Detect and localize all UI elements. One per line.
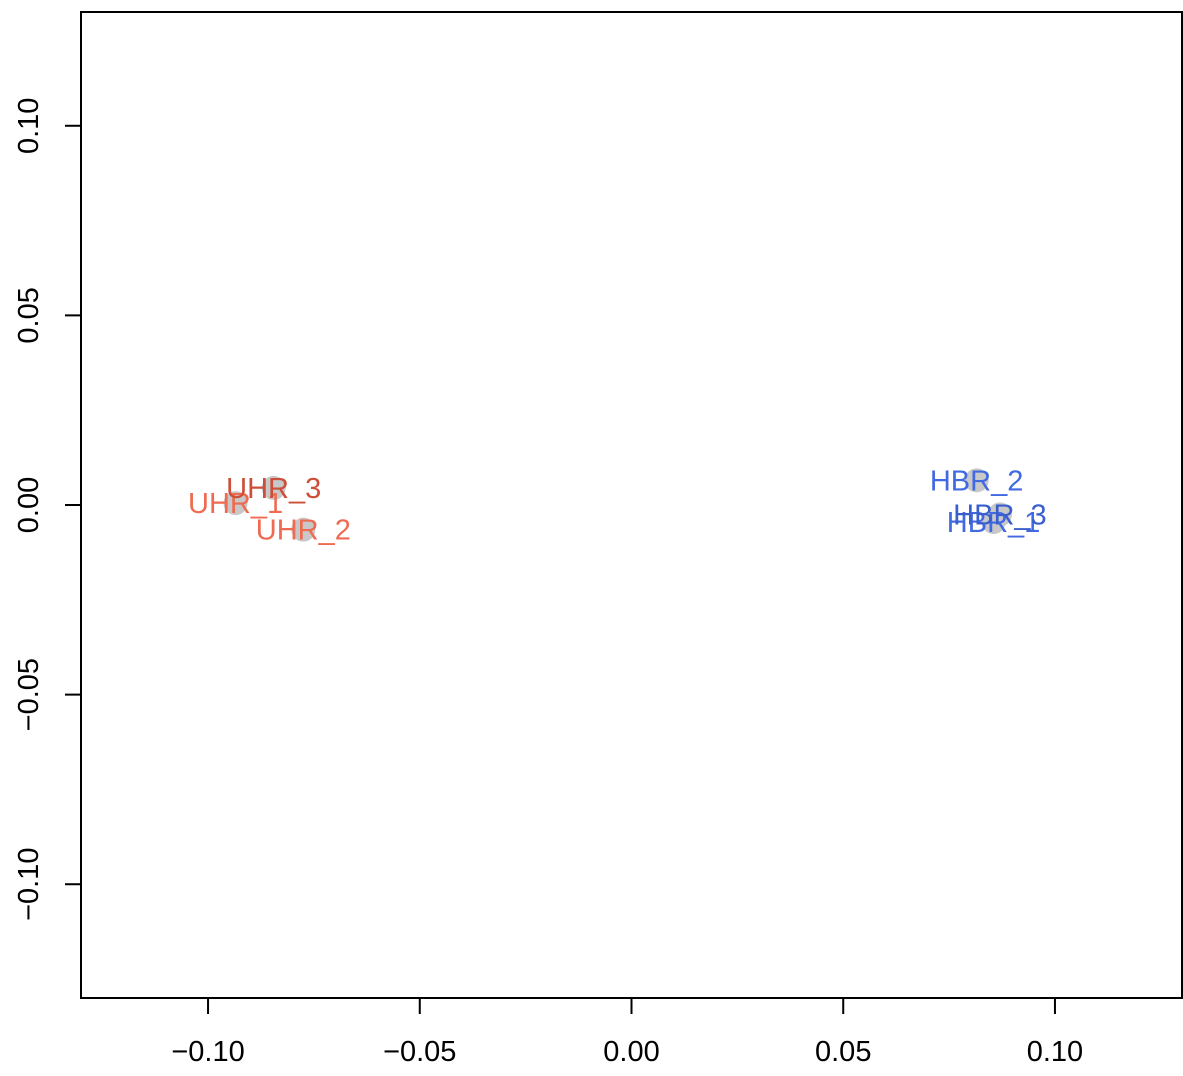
scatter-point xyxy=(964,468,989,493)
x-tick-label: 0.05 xyxy=(815,1036,871,1068)
point-markers xyxy=(223,468,1012,542)
y-tick-label: −0.05 xyxy=(13,658,45,731)
point-label: HBR_2 xyxy=(930,465,1024,497)
point-label: UHR_2 xyxy=(256,515,351,547)
scatter-point xyxy=(223,491,248,516)
scatter-point xyxy=(291,517,316,542)
y-tick-label: 0.10 xyxy=(13,98,45,154)
y-axis: −0.10 −0.05 0.00 0.05 0.10 xyxy=(13,98,82,921)
x-tick-label: 0.00 xyxy=(603,1036,659,1068)
x-tick-label: −0.05 xyxy=(383,1036,456,1068)
x-tick-label: 0.10 xyxy=(1027,1036,1083,1068)
y-tick-label: −0.10 xyxy=(13,848,45,921)
y-tick-label: 0.05 xyxy=(13,287,45,343)
scatter-point xyxy=(261,475,286,500)
point-label: HBR_3 xyxy=(953,499,1047,531)
point-label: HBR_1 xyxy=(947,507,1041,539)
point-label: UHR_1 xyxy=(188,488,283,520)
scatter-point xyxy=(987,502,1012,527)
y-tick-label: 0.00 xyxy=(13,477,45,533)
point-label: UHR_3 xyxy=(226,473,321,505)
x-axis: −0.10 −0.05 0.00 0.05 0.10 xyxy=(171,997,1083,1068)
x-tick-label: −0.10 xyxy=(171,1036,244,1068)
